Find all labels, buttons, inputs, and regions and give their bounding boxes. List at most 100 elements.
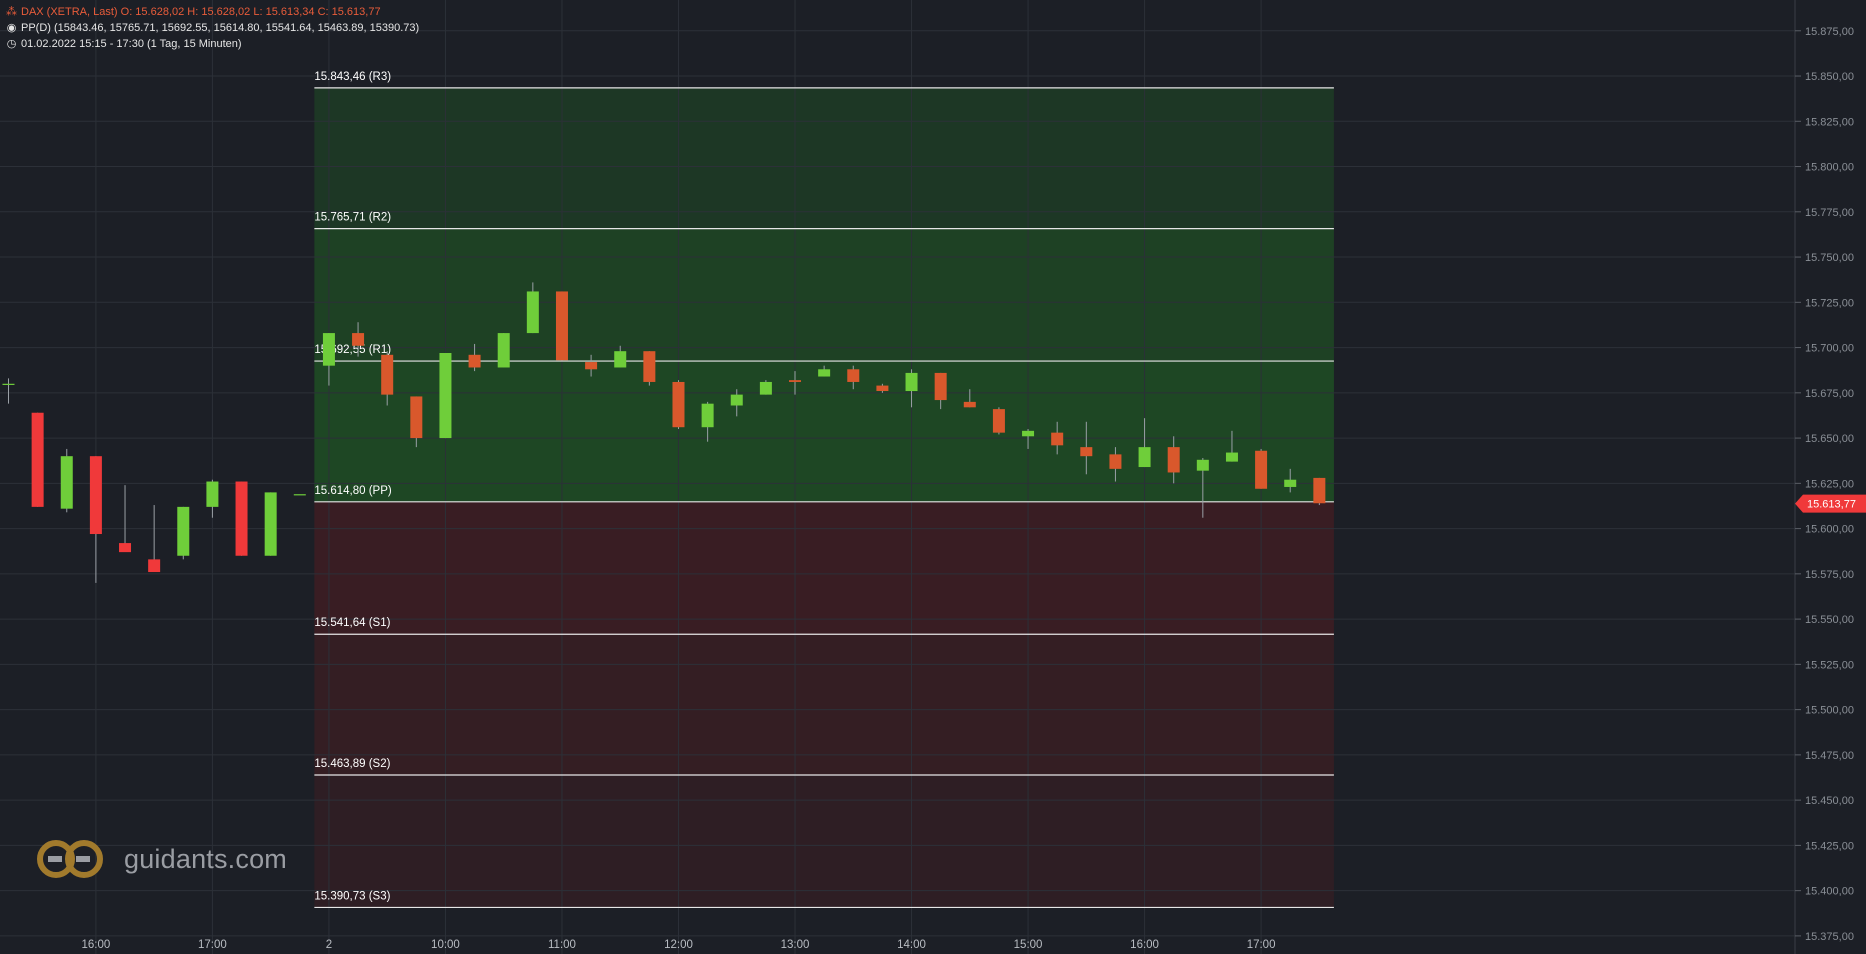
- x-tick-label: 10:00: [431, 939, 460, 951]
- x-tick-label: 14:00: [897, 939, 926, 951]
- candle-body: [614, 351, 627, 368]
- y-tick-label: 15.775,00: [1805, 207, 1854, 219]
- candle-body: [1138, 447, 1151, 468]
- y-tick-label: 15.875,00: [1805, 26, 1854, 38]
- candle-body: [672, 381, 685, 428]
- y-tick-label: 15.625,00: [1805, 478, 1854, 490]
- candle-body: [1109, 454, 1122, 469]
- candles-icon: ⁂: [6, 6, 17, 18]
- clock-icon: ◷: [6, 38, 17, 50]
- y-tick-label: 15.550,00: [1805, 614, 1854, 626]
- y-tick-label: 15.600,00: [1805, 524, 1854, 536]
- pivot-level-label: 15.390,73 (S3): [314, 890, 390, 902]
- y-tick-label: 15.650,00: [1805, 433, 1854, 445]
- y-tick-label: 15.400,00: [1805, 886, 1854, 898]
- candle-body: [1225, 452, 1238, 462]
- candle-body: [526, 291, 539, 334]
- last-price-marker: 15.613,77: [1795, 494, 1866, 513]
- candle-body: [410, 396, 423, 439]
- x-tick-label: 11:00: [548, 939, 576, 951]
- candle-body: [352, 333, 365, 346]
- y-axis: 15.375,00 15.400,00 15.425,00 15.450,00 15.4…: [1795, 26, 1854, 943]
- logo-text: guidants.com: [124, 843, 287, 874]
- y-tick-label: 15.725,00: [1805, 297, 1854, 309]
- y-tick-label: 15.425,00: [1805, 840, 1854, 852]
- candle-body: [119, 543, 132, 553]
- candle-body: [1196, 459, 1209, 471]
- y-tick-label: 15.475,00: [1805, 750, 1854, 762]
- pivot-header: ◉ PP(D) (15843.46, 15765.71, 15692.55, 15…: [6, 22, 419, 35]
- candle-body: [1051, 432, 1064, 446]
- candle-body: [497, 333, 510, 368]
- x-axis: 16:00 17:00 2 10:00 11:00 12:00 13:00 14:00 15:0…: [81, 939, 1275, 951]
- last-price-tag: [1795, 494, 1866, 513]
- y-tick-label: 15.675,00: [1805, 388, 1854, 400]
- ohlc-header: ⁂ DAX (XETRA, Last) O: 15.628,02 H: 15.62…: [6, 6, 381, 19]
- candle-body: [847, 369, 860, 382]
- candle-body: [1167, 447, 1180, 473]
- x-tick-label: 17:00: [198, 939, 227, 951]
- x-tick-label: 13:00: [781, 939, 810, 951]
- pivot-zones: [314, 87, 1334, 908]
- candle-body: [2, 383, 15, 385]
- candle-body: [322, 333, 335, 366]
- candle-body: [89, 456, 102, 535]
- guidants-logo: guidants.com: [36, 838, 287, 880]
- y-tick-label: 15.750,00: [1805, 252, 1854, 264]
- candle-body: [555, 291, 568, 361]
- y-tick-label: 15.375,00: [1805, 931, 1854, 943]
- zone-pp-s1: [314, 501, 1334, 635]
- zone-s1-s2: [314, 634, 1334, 775]
- candle-body: [789, 380, 802, 382]
- x-tick-label: 12:00: [664, 939, 693, 951]
- candle-body: [1255, 450, 1268, 489]
- last-price-label: 15.613,77: [1807, 499, 1856, 511]
- candle-body: [235, 481, 248, 556]
- pivot-level-label: 15.765,71 (R2): [314, 212, 391, 224]
- candle-body: [60, 456, 73, 509]
- candle-body: [701, 403, 714, 428]
- y-tick-label: 15.575,00: [1805, 569, 1854, 581]
- candle-body: [381, 354, 394, 395]
- zone-r1-pp: [314, 361, 1334, 502]
- y-tick-label: 15.825,00: [1805, 116, 1854, 128]
- radio-icon: ◉: [6, 22, 17, 34]
- candle-body: [643, 351, 656, 382]
- candle-body: [293, 494, 306, 496]
- candle-body: [759, 381, 772, 395]
- y-tick-label: 15.525,00: [1805, 659, 1854, 671]
- x-tick-label: 16:00: [81, 939, 110, 951]
- pivot-level-label: 15.843,46 (R3): [314, 71, 391, 83]
- candle-body: [31, 412, 44, 507]
- candle-body: [148, 559, 161, 573]
- y-tick-label: 15.450,00: [1805, 795, 1854, 807]
- candle-body: [876, 385, 889, 392]
- pivot-level-label: 15.614,80 (PP): [314, 485, 392, 497]
- candle-body: [1313, 477, 1326, 504]
- candle-body: [818, 369, 831, 377]
- candle-body: [206, 481, 219, 507]
- pivot-level-label: 15.463,89 (S2): [314, 758, 390, 770]
- candle-body: [934, 372, 947, 401]
- range-header: ◷ 01.02.2022 15:15 - 17:30 (1 Tag, 15 Min…: [6, 38, 242, 51]
- candle-body: [1022, 430, 1035, 437]
- x-tick-label: 17:00: [1247, 939, 1276, 951]
- guidants-logo-icon: [37, 840, 103, 878]
- candle-body: [730, 394, 743, 406]
- x-tick-label: 16:00: [1130, 939, 1159, 951]
- range-text: 01.02.2022 15:15 - 17:30 (1 Tag, 15 Minu…: [21, 38, 242, 50]
- candle-body: [1080, 447, 1093, 457]
- ohlc-text: DAX (XETRA, Last) O: 15.628,02 H: 15.628…: [21, 6, 381, 18]
- zone-r2-r1: [314, 228, 1334, 362]
- y-tick-label: 15.500,00: [1805, 705, 1854, 717]
- candles: [322, 282, 1326, 518]
- zone-s2-s3: [314, 774, 1334, 908]
- zone-r3-r2: [314, 87, 1334, 229]
- candle-body: [963, 401, 976, 408]
- x-tick-label: 2: [326, 939, 332, 951]
- candle-body: [177, 506, 190, 556]
- candle-body: [1284, 479, 1297, 487]
- pivot-text: PP(D) (15843.46, 15765.71, 15692.55, 156…: [21, 22, 420, 34]
- candle-body: [468, 354, 481, 368]
